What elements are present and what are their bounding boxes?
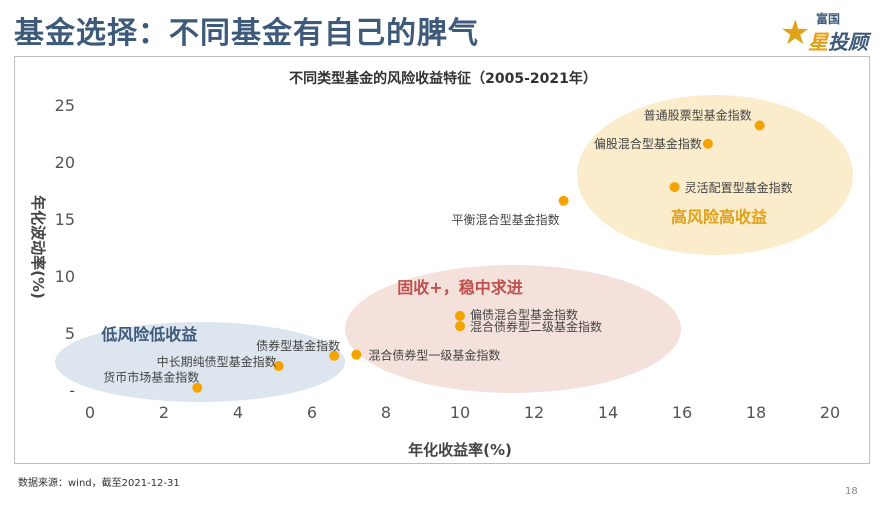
x-tick-label: 4 xyxy=(233,403,243,422)
y-tick-label: - xyxy=(69,381,75,400)
logo-main-accent: 星 xyxy=(808,30,828,54)
data-point-label: 偏债混合型基金指数 xyxy=(470,307,578,322)
x-tick-label: 14 xyxy=(598,403,618,422)
y-tick-label: 15 xyxy=(55,210,75,229)
data-point-label: 灵活配置型基金指数 xyxy=(685,180,793,195)
data-point xyxy=(273,361,284,372)
x-tick-label: 2 xyxy=(159,403,169,422)
data-point xyxy=(702,138,713,149)
y-tick-label: 25 xyxy=(55,96,75,115)
fixed-income-plus-label: 固收+，稳中求进 xyxy=(397,278,522,297)
x-tick-label: 10 xyxy=(450,403,470,422)
data-point-label: 平衡混合型基金指数 xyxy=(452,212,560,227)
logo-main-rest: 投顾 xyxy=(828,30,868,54)
data-point-label: 偏股混合型基金指数 xyxy=(594,136,702,151)
x-tick-label: 20 xyxy=(820,403,840,422)
logo-main-text: 星投顾 xyxy=(808,26,868,55)
y-tick-label: 20 xyxy=(55,153,75,172)
data-point-label: 货币市场基金指数 xyxy=(103,370,199,385)
high-risk-label: 高风险高收益 xyxy=(671,207,767,226)
x-axis-label: 年化收益率(%) xyxy=(408,441,512,459)
y-tick-label: 10 xyxy=(55,267,75,286)
chart-frame: - 5 10 15 20 25 0 2 4 6 8 10 12 14 16 18 20 年化收益率(%) 年化波动率… xyxy=(14,56,870,464)
y-axis-label: 年化波动率(%) xyxy=(29,195,47,299)
data-source-note: 数据来源：wind，截至2021-12-31 xyxy=(18,478,180,489)
logo-top-text: 富国 xyxy=(816,12,841,26)
x-tick-label: 18 xyxy=(746,403,766,422)
high-risk-ellipse xyxy=(577,95,853,255)
fixed-income-plus-ellipse xyxy=(345,265,681,393)
data-point xyxy=(192,382,203,393)
data-point-label: 普通股票型基金指数 xyxy=(644,108,752,123)
x-tick-label: 12 xyxy=(524,403,544,422)
x-tick-label: 8 xyxy=(381,403,391,422)
page-number: 18 xyxy=(845,486,858,497)
data-point-label: 混合债券型一级基金指数 xyxy=(368,348,500,363)
star-icon: ★ xyxy=(780,13,811,53)
x-tick-label: 16 xyxy=(672,403,692,422)
brand-logo: ★ 富国 星投顾 xyxy=(778,10,878,54)
scatter-chart: - 5 10 15 20 25 0 2 4 6 8 10 12 14 16 18 20 年化收益率(%) 年化波动率… xyxy=(29,70,853,459)
x-tick-label: 0 xyxy=(85,403,95,422)
data-point xyxy=(351,349,362,360)
data-point xyxy=(754,120,765,131)
data-point xyxy=(455,321,465,332)
low-risk-ellipse xyxy=(55,322,345,402)
page-title: 基金选择：不同基金有自己的脾气 xyxy=(14,16,479,51)
data-point-label: 中长期纯债型基金指数 xyxy=(157,354,277,369)
chart-title: 不同类型基金的风险收益特征（2005-2021年） xyxy=(289,70,597,87)
x-tick-label: 6 xyxy=(307,403,317,422)
data-point-label: 债券型基金指数 xyxy=(256,338,340,353)
data-point xyxy=(329,350,340,361)
low-risk-label: 低风险低收益 xyxy=(100,325,197,344)
data-point xyxy=(455,310,465,321)
data-point-label: 混合债券型二级基金指数 xyxy=(470,319,602,334)
data-point xyxy=(669,182,680,193)
data-point xyxy=(558,195,569,206)
y-tick-label: 5 xyxy=(65,324,75,343)
